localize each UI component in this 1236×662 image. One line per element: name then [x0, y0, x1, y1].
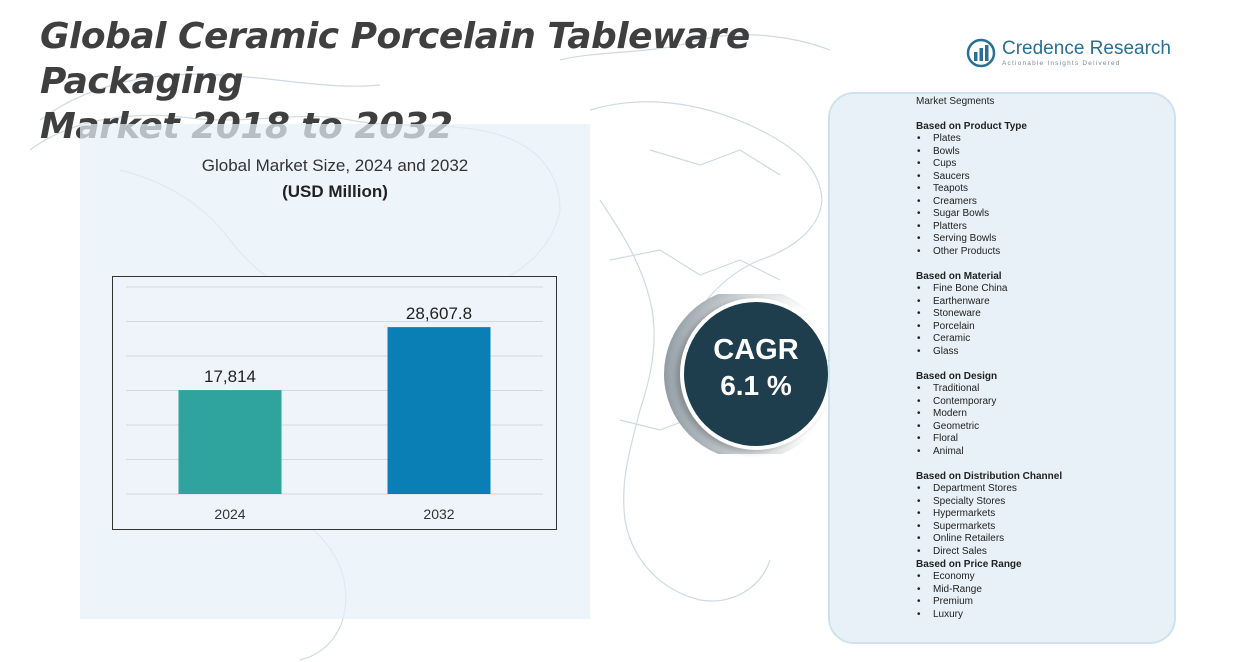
segment-item: Bowls — [916, 146, 1166, 159]
title-line-1: Global Ceramic Porcelain Tableware Packa… — [40, 16, 750, 102]
segment-group-title: Based on Product Type — [916, 121, 1027, 132]
segment-item: Contemporary — [916, 396, 1166, 409]
segment-item: Saucers — [916, 171, 1166, 184]
segment-item: Online Retailers — [916, 533, 1166, 546]
segment-group: Based on MaterialFine Bone ChinaEarthenw… — [916, 270, 1166, 358]
segment-item: Geometric — [916, 421, 1166, 434]
x-tick-label-2032: 2032 — [423, 506, 454, 522]
segment-item: Teapots — [916, 183, 1166, 196]
data-label-2024: 17,814 — [204, 367, 256, 386]
segment-item: Department Stores — [916, 483, 1166, 496]
bar-2024 — [178, 390, 282, 494]
segment-item: Modern — [916, 408, 1166, 421]
segment-item: Earthenware — [916, 296, 1166, 309]
chart-subtitle: (USD Million) — [282, 182, 388, 201]
segment-item: Ceramic — [916, 333, 1166, 346]
data-label-2032: 28,607.8 — [406, 304, 472, 323]
segment-item: Porcelain — [916, 321, 1166, 334]
x-tick-label-2024: 2024 — [214, 506, 245, 522]
brand-logo: Credence Research Actionable Insights De… — [966, 38, 1171, 72]
chart-title: Global Market Size, 2024 and 2032 — [201, 156, 469, 175]
segment-item: Animal — [916, 446, 1166, 459]
segment-item: Mid-Range — [916, 584, 1166, 597]
segment-item: Sugar Bowls — [916, 208, 1166, 221]
cagr-value: 6.1 % — [720, 370, 792, 401]
segment-item: Serving Bowls — [916, 233, 1166, 246]
segment-group: Based on DesignTraditionalContemporaryMo… — [916, 370, 1166, 458]
segment-group: Based on Price RangeEconomyMid-RangePrem… — [916, 558, 1166, 621]
segment-item: Stoneware — [916, 308, 1166, 321]
segment-item: Luxury — [916, 609, 1166, 622]
segment-group: Based on Product TypePlatesBowlsCupsSauc… — [916, 120, 1166, 258]
segment-item: Premium — [916, 596, 1166, 609]
segment-item: Traditional — [916, 383, 1166, 396]
segment-item: Direct Sales — [916, 546, 1166, 559]
bar-2032 — [387, 327, 491, 494]
segment-item: Platters — [916, 221, 1166, 234]
segment-group-title: Based on Price Range — [916, 559, 1022, 570]
segment-item: Fine Bone China — [916, 283, 1166, 296]
segment-item: Economy — [916, 571, 1166, 584]
segments-title: Market Segments — [916, 96, 995, 107]
segment-item: Other Products — [916, 246, 1166, 259]
segment-item: Glass — [916, 346, 1166, 359]
segment-item: Hypermarkets — [916, 508, 1166, 521]
logo-tagline: Actionable Insights Delivered — [1002, 60, 1121, 67]
cagr-circle — [680, 298, 832, 450]
segment-item: Creamers — [916, 196, 1166, 209]
logo-name: Credence Research — [1002, 38, 1171, 59]
cagr-badge: CAGR 6.1 % — [650, 294, 840, 454]
segment-item: Cups — [916, 158, 1166, 171]
segment-item: Specialty Stores — [916, 496, 1166, 509]
segment-group-title: Based on Design — [916, 371, 998, 382]
bar-chart: 17,814 2024 28,607.8 2032 — [112, 276, 557, 530]
segment-item: Plates — [916, 133, 1166, 146]
cagr-label: CAGR — [713, 334, 799, 366]
segment-group-title: Based on Material — [916, 271, 1002, 282]
segments-list: Market Segments Based on Product TypePla… — [916, 95, 1166, 633]
segment-item: Supermarkets — [916, 521, 1166, 534]
segment-group: Based on Distribution ChannelDepartment … — [916, 470, 1166, 558]
logo-icon — [966, 38, 996, 68]
segment-item: Floral — [916, 433, 1166, 446]
segment-group-title: Based on Distribution Channel — [916, 471, 1063, 482]
